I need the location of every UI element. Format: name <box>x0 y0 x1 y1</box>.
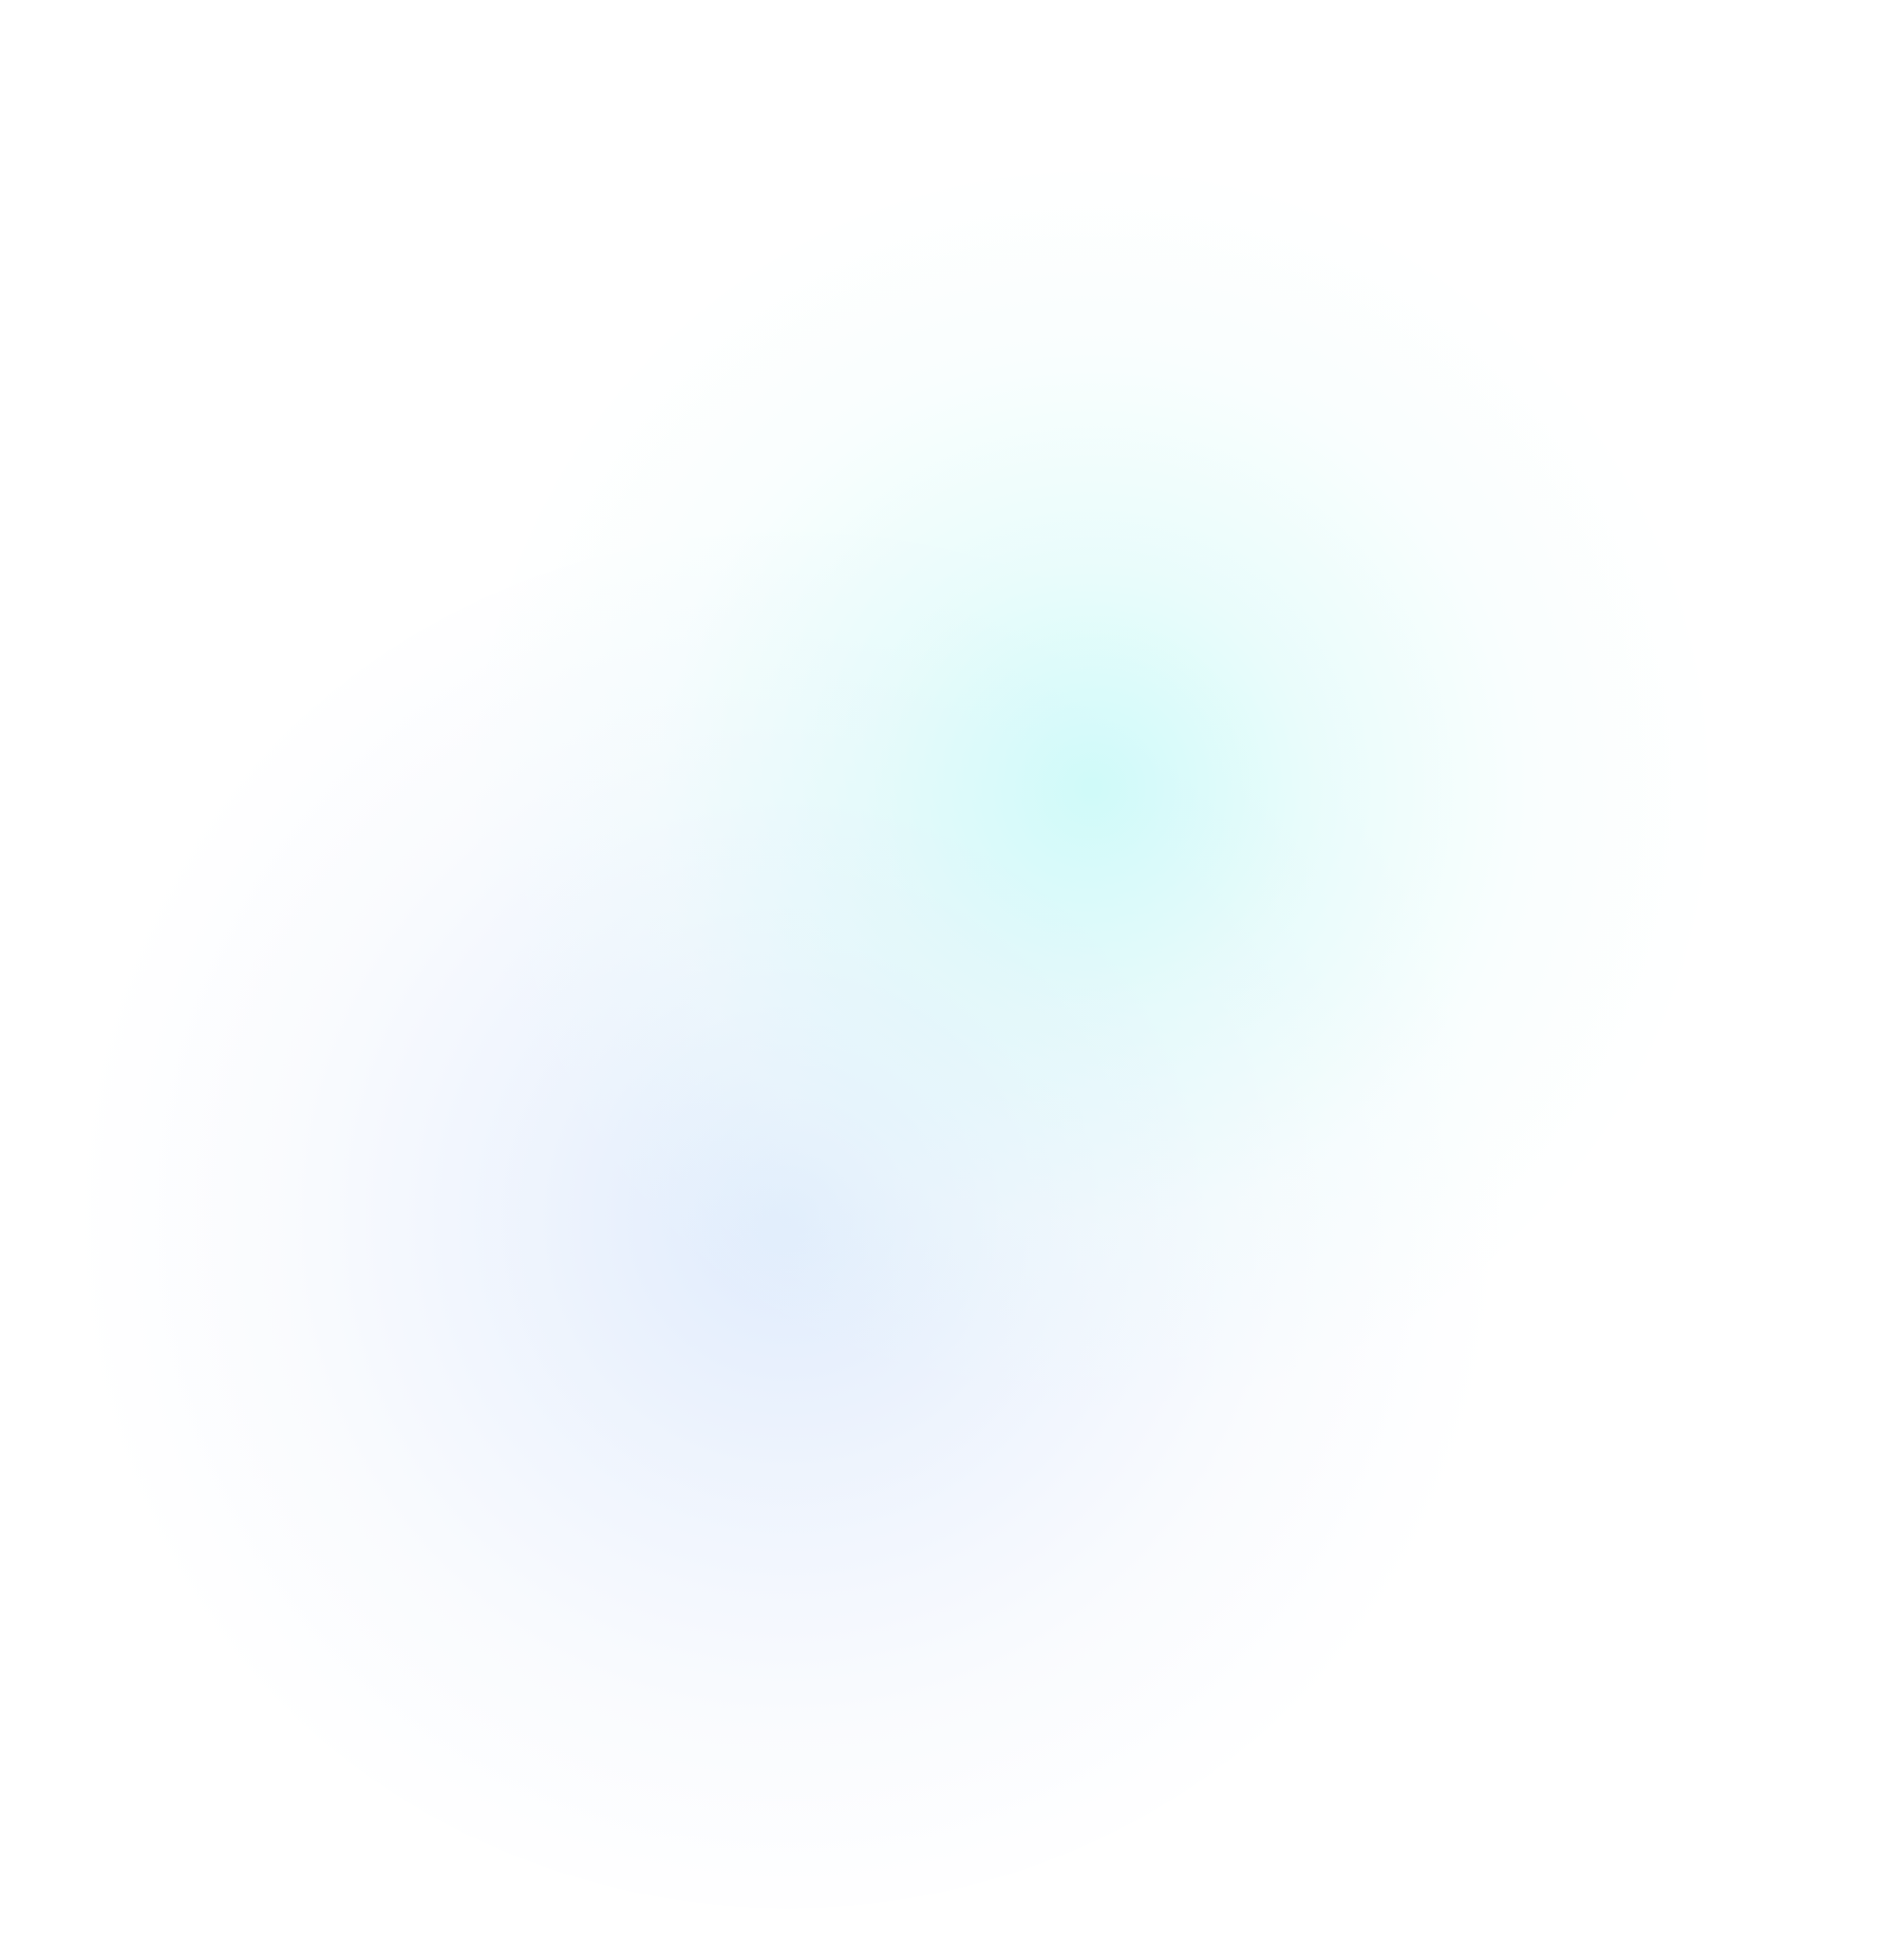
blue-glow-blob <box>76 532 1500 1909</box>
cyan-glow-blob <box>475 171 1709 1405</box>
